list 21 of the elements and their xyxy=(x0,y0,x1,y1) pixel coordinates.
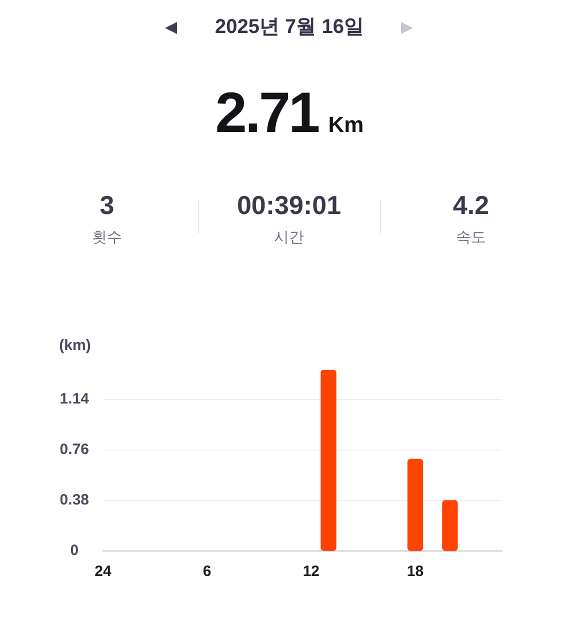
bar xyxy=(320,370,336,551)
y-tick-label: 1.14 xyxy=(60,390,90,408)
y-tick-label: 0 xyxy=(70,542,79,560)
text: 시간 xyxy=(273,228,305,248)
text: 4.2 xyxy=(452,190,490,220)
y-axis-title: (km) xyxy=(58,337,92,355)
text: Km xyxy=(328,112,364,138)
chart-title: 2025년 7월 16일 xyxy=(214,15,365,40)
bar xyxy=(442,500,458,551)
text: 횟수 xyxy=(91,228,123,248)
x-tick-label: 6 xyxy=(202,563,212,580)
y-tick-label: 0.76 xyxy=(60,440,90,458)
y-tick-label: 0.38 xyxy=(60,492,90,509)
x-tick-label: 18 xyxy=(406,563,424,580)
bar xyxy=(407,458,424,551)
text: 00:39:01 xyxy=(236,190,342,220)
text: 3 xyxy=(98,190,116,220)
text: 속도 xyxy=(455,228,487,248)
x-tick-label: 24 xyxy=(94,563,112,580)
x-tick-label: 12 xyxy=(302,563,320,580)
text: 2.71 xyxy=(215,81,318,145)
